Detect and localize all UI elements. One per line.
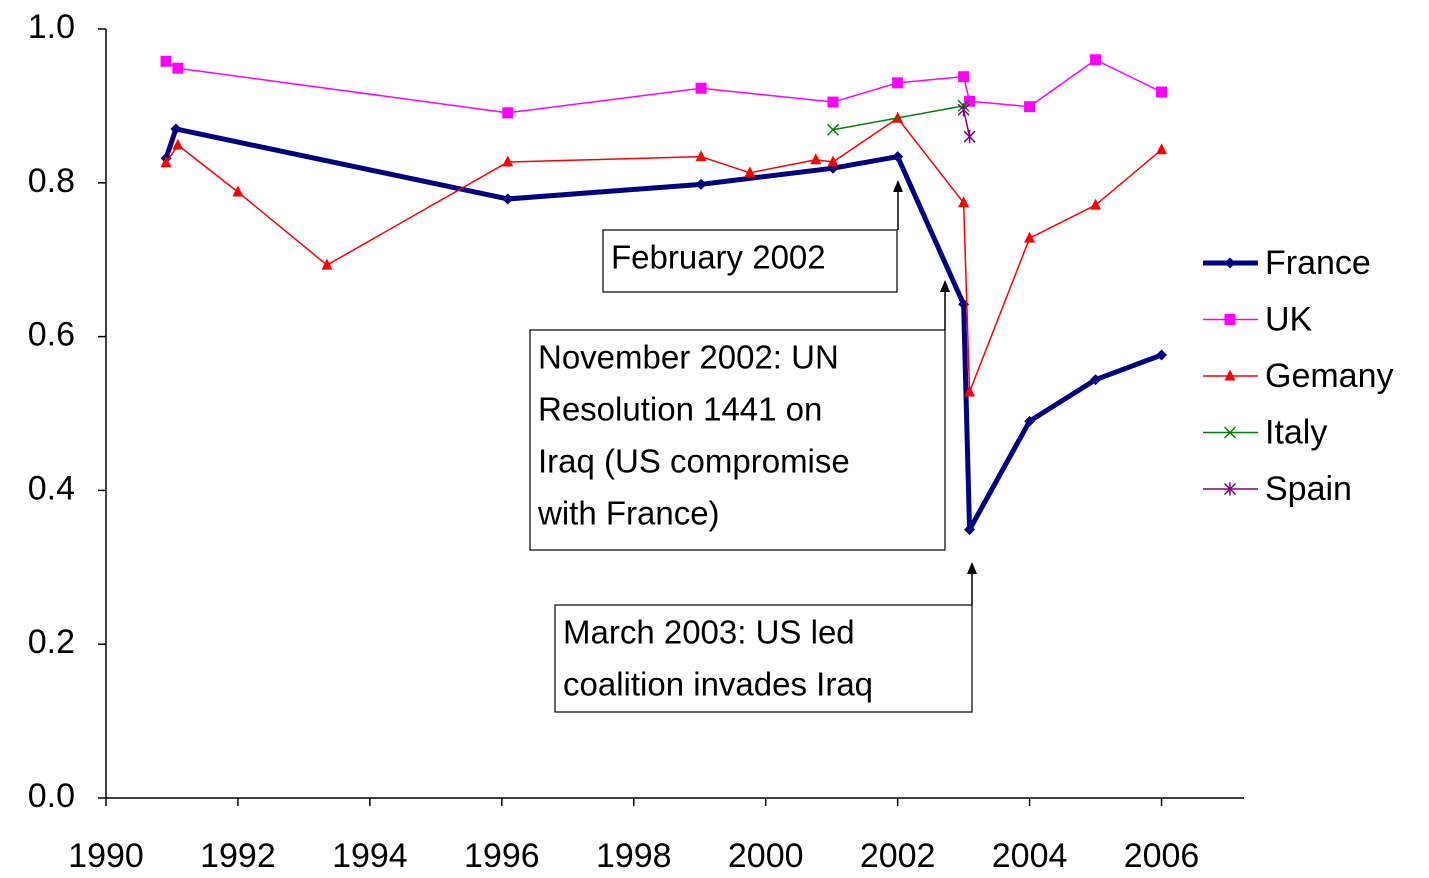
x-tick-label: 2004 [992,837,1068,875]
x-tick-label: 1996 [464,837,540,875]
annotation-text: Iraq (US compromise [538,443,850,480]
marker [502,107,514,119]
x-tick-label: 1998 [596,837,672,875]
legend-label: France [1265,244,1371,282]
annotation-box [529,329,946,551]
y-tick-label: 0.6 [28,316,75,354]
legend-marker [1224,314,1236,325]
marker [502,193,514,205]
marker [1024,415,1036,427]
legend-label: Italy [1265,413,1327,451]
annotation: February 2002 [602,180,903,293]
marker [695,82,707,94]
marker [964,385,976,397]
annotation-text: February 2002 [611,239,826,276]
marker [1156,143,1168,155]
x-tick-label: 2006 [1124,837,1200,875]
marker [963,130,976,144]
legend-label: Spain [1265,470,1352,508]
x-tick-label: 2000 [728,837,804,875]
marker [1090,54,1102,66]
series-line [165,59,1162,114]
y-tick-label: 0.0 [28,777,75,815]
annotation-text: coalition invades Iraq [563,666,873,703]
annotation: November 2002: UN Resolution 1441 on Iraq … [529,280,950,551]
annotation-arrowhead [967,562,977,574]
marker [892,77,904,89]
annotation-text: March 2003: US led [563,614,855,651]
marker [1024,231,1036,243]
marker [695,150,707,162]
marker [1090,374,1102,386]
annotation-text: November 2002: UN [538,339,839,376]
x-tick-label: 1992 [200,837,276,875]
marker [964,524,976,536]
legend-marker [1224,257,1236,269]
annotation-arrowhead [893,180,903,192]
marker [827,96,839,108]
x-tick-label: 1990 [68,837,144,875]
marker [892,151,904,163]
marker [172,62,184,74]
marker [1024,101,1036,113]
annotation-text: with France) [537,495,720,532]
marker [695,178,707,190]
series-line [832,105,964,131]
marker [744,166,756,178]
marker [958,196,970,208]
marker [957,103,970,117]
marker [321,258,333,270]
marker [160,156,172,168]
marker [826,123,840,136]
annotation: March 2003: US led coalition invades Iraq [554,562,977,713]
y-tick-label: 0.2 [28,623,75,661]
y-tick-label: 1.0 [28,8,75,46]
annotation-box [602,229,898,293]
annotation-box [554,604,973,713]
annotation-text: Resolution 1441 on [538,391,822,428]
legend-marker [1223,426,1237,439]
legend-label: Gemany [1265,357,1394,395]
series-line [962,109,971,137]
marker [810,153,822,165]
marker [964,95,976,107]
x-tick-label: 2002 [860,837,936,875]
marker [1156,86,1168,98]
legend-marker [1223,482,1237,496]
marker [827,155,839,167]
marker [1090,198,1102,210]
marker [172,138,184,150]
legend-label: UK [1265,300,1313,338]
y-tick-label: 0.4 [28,469,75,507]
annotation-arrowhead [940,280,950,292]
marker [232,185,244,197]
legend-marker [1224,369,1236,381]
marker [160,55,172,67]
x-tick-label: 1994 [332,837,408,875]
marker [1156,349,1168,361]
y-tick-label: 0.8 [28,162,75,200]
marker [502,155,514,167]
marker [170,123,182,135]
marker [958,71,970,83]
